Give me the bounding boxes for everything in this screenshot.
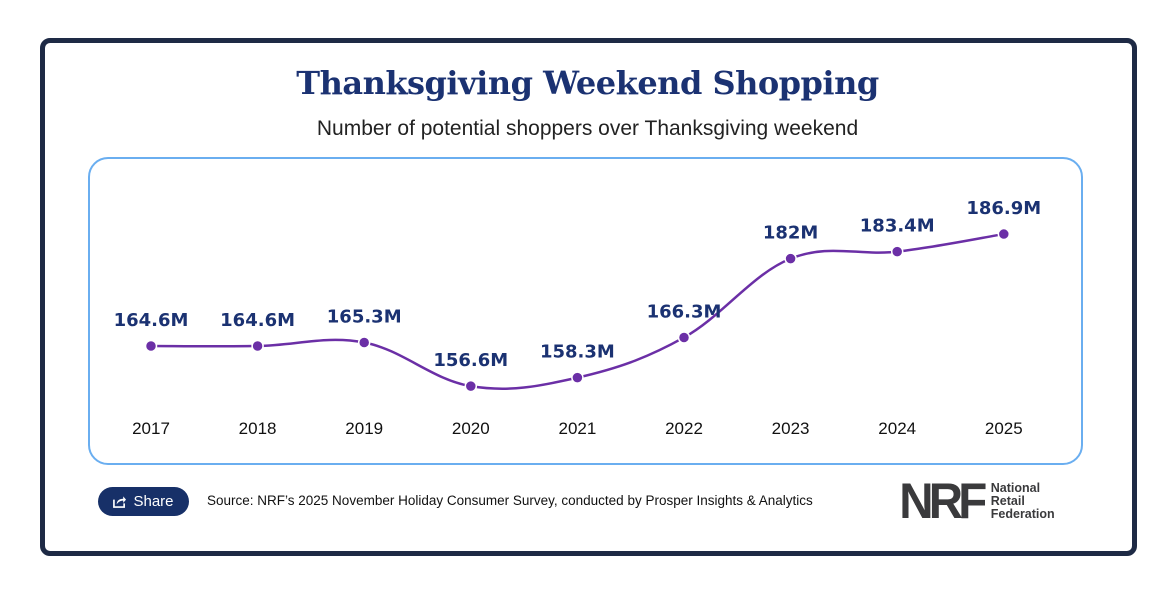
data-point[interactable] [464, 379, 478, 393]
data-point[interactable] [997, 227, 1011, 241]
data-label: 186.9M [966, 198, 1041, 219]
nrf-logo-mark: NRF [899, 473, 987, 529]
x-tick-label: 2024 [878, 419, 916, 438]
chart-card [40, 38, 1137, 556]
logo-word: Retail [990, 493, 1025, 508]
x-tick-label: 2017 [132, 419, 170, 438]
data-point[interactable] [357, 336, 371, 349]
data-point[interactable] [784, 252, 797, 265]
x-tick-label: 2021 [558, 419, 596, 438]
data-point[interactable] [571, 371, 584, 384]
x-tick-label: 2022 [665, 419, 703, 438]
chart-subtitle: Number of potential shoppers over Thanks… [316, 117, 859, 140]
data-point[interactable] [144, 339, 158, 353]
data-label: 166.3M [647, 301, 722, 322]
data-label: 165.3M [327, 306, 402, 327]
data-point[interactable] [251, 339, 264, 353]
data-label: 158.3M [540, 342, 615, 363]
x-tick-label: 2023 [772, 419, 810, 438]
x-tick-label: 2019 [345, 419, 383, 438]
logo-word: National [990, 480, 1041, 495]
data-point[interactable] [890, 245, 904, 258]
share-button[interactable]: Share [98, 487, 189, 516]
data-label: 183.4M [860, 216, 935, 237]
data-point[interactable] [677, 331, 691, 344]
chart-frame [88, 157, 1083, 465]
data-label: 164.6M [114, 310, 189, 331]
x-tick-label: 2025 [985, 419, 1023, 438]
nrf-logo: NRF National Retail Federation [897, 473, 1055, 529]
logo-word: Federation [990, 506, 1055, 521]
x-tick-label: 2020 [452, 419, 490, 438]
x-tick-label: 2018 [239, 419, 277, 438]
share-icon [113, 496, 127, 508]
data-label: 182M [763, 223, 819, 244]
source-note: Source: NRF’s 2025 November Holiday Cons… [207, 493, 813, 508]
share-label: Share [133, 493, 174, 510]
chart-title: Thanksgiving Weekend Shopping [296, 64, 879, 102]
data-label: 156.6M [433, 350, 508, 371]
data-label: 164.6M [220, 310, 295, 331]
